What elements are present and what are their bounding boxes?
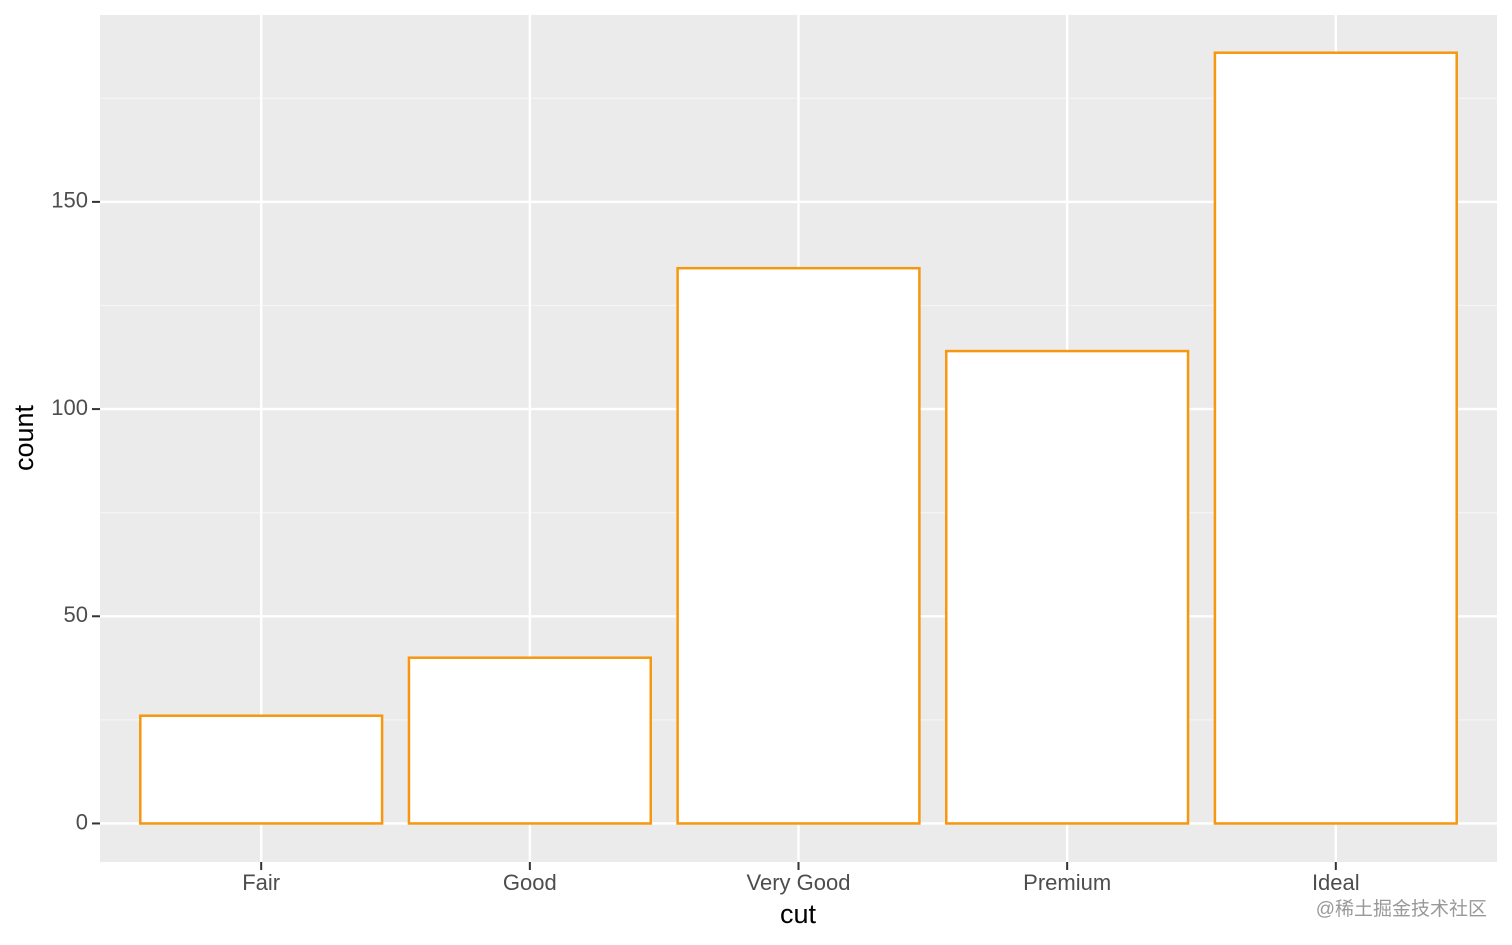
x-tick-label: Good — [503, 870, 557, 895]
x-tick-label: Ideal — [1312, 870, 1360, 895]
bar — [407, 656, 652, 825]
x-tick-label: Very Good — [747, 870, 851, 895]
bar — [1213, 51, 1458, 825]
bar — [139, 714, 384, 825]
x-tick-label: Fair — [242, 870, 280, 895]
bar — [945, 349, 1190, 825]
bars — [139, 51, 1458, 825]
y-tick-label: 0 — [76, 809, 88, 834]
x-axis-title: cut — [780, 899, 817, 929]
y-tick-label: 100 — [51, 395, 88, 420]
y-tick-label: 150 — [51, 188, 88, 213]
y-tick-label: 50 — [64, 602, 88, 627]
bar — [676, 266, 921, 825]
watermark: @稀土掘金技术社区 — [1316, 898, 1487, 920]
y-axis-title: count — [9, 404, 39, 471]
x-tick-label: Premium — [1023, 870, 1111, 895]
